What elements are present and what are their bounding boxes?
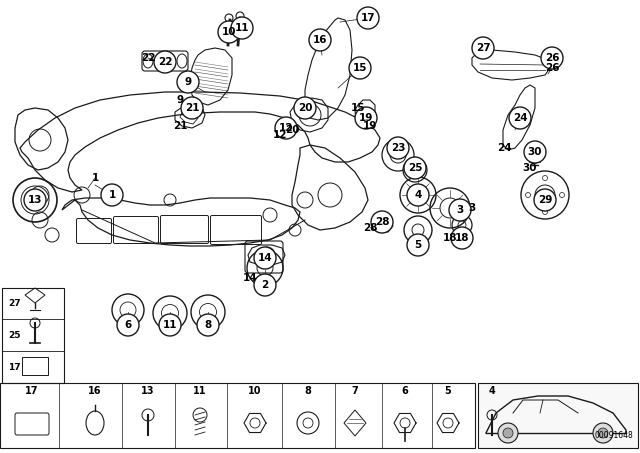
Text: 16: 16 xyxy=(88,386,102,396)
Circle shape xyxy=(404,157,426,179)
Circle shape xyxy=(541,47,563,69)
Circle shape xyxy=(254,274,276,296)
Text: 17: 17 xyxy=(25,386,39,396)
Text: 12: 12 xyxy=(273,130,287,140)
Text: 18: 18 xyxy=(443,233,457,243)
Text: 19: 19 xyxy=(359,113,373,123)
Text: 11: 11 xyxy=(163,320,177,330)
Circle shape xyxy=(355,107,377,129)
Circle shape xyxy=(197,314,219,336)
Text: 21: 21 xyxy=(185,103,199,113)
Circle shape xyxy=(598,428,608,438)
Text: 1: 1 xyxy=(92,173,99,183)
Text: 30: 30 xyxy=(528,147,542,157)
Text: 5: 5 xyxy=(414,240,422,250)
Text: 26: 26 xyxy=(545,53,559,63)
Bar xyxy=(22,357,48,375)
Text: 21: 21 xyxy=(173,121,188,131)
Text: 8: 8 xyxy=(204,320,212,330)
Text: 17: 17 xyxy=(361,13,375,23)
Circle shape xyxy=(117,314,139,336)
Text: 11: 11 xyxy=(193,386,207,396)
Text: 16: 16 xyxy=(313,35,327,45)
Text: 14: 14 xyxy=(258,253,272,263)
Text: 9: 9 xyxy=(184,77,191,87)
Circle shape xyxy=(154,51,176,73)
Circle shape xyxy=(101,184,123,206)
Circle shape xyxy=(451,227,473,249)
Text: 28: 28 xyxy=(375,217,389,227)
Text: 2: 2 xyxy=(261,280,269,290)
Text: 6: 6 xyxy=(402,386,408,396)
Circle shape xyxy=(524,141,546,163)
Circle shape xyxy=(449,199,471,221)
Text: 24: 24 xyxy=(513,113,527,123)
Text: 19: 19 xyxy=(363,121,377,131)
Bar xyxy=(478,383,638,448)
Circle shape xyxy=(349,57,371,79)
Text: 9: 9 xyxy=(177,95,184,105)
Circle shape xyxy=(407,184,429,206)
Circle shape xyxy=(218,21,240,43)
Circle shape xyxy=(534,189,556,211)
Text: 22: 22 xyxy=(141,53,156,63)
Text: 26: 26 xyxy=(545,63,559,73)
Circle shape xyxy=(509,107,531,129)
Circle shape xyxy=(593,423,613,443)
Text: 24: 24 xyxy=(497,143,511,153)
Text: 15: 15 xyxy=(351,103,365,113)
Text: 13: 13 xyxy=(28,195,42,205)
Text: 00091648: 00091648 xyxy=(595,431,633,440)
Circle shape xyxy=(407,234,429,256)
Text: 8: 8 xyxy=(305,386,312,396)
Text: 27: 27 xyxy=(8,299,20,308)
Circle shape xyxy=(371,211,393,233)
Text: 13: 13 xyxy=(141,386,155,396)
Text: 18: 18 xyxy=(455,233,469,243)
Text: 25: 25 xyxy=(8,331,20,339)
Text: 29: 29 xyxy=(538,195,552,205)
Circle shape xyxy=(503,428,513,438)
Text: 4: 4 xyxy=(414,190,422,200)
Circle shape xyxy=(159,314,181,336)
Text: 10: 10 xyxy=(221,27,236,37)
Circle shape xyxy=(181,97,203,119)
Circle shape xyxy=(309,29,331,51)
Text: 6: 6 xyxy=(124,320,132,330)
Text: 27: 27 xyxy=(476,43,490,53)
Text: 3: 3 xyxy=(456,205,463,215)
Circle shape xyxy=(254,247,276,269)
Text: 20: 20 xyxy=(285,125,300,135)
Text: 23: 23 xyxy=(391,143,405,153)
Circle shape xyxy=(387,137,409,159)
Text: 1: 1 xyxy=(108,190,116,200)
Text: 25: 25 xyxy=(408,163,422,173)
Text: 3: 3 xyxy=(468,203,476,213)
Text: 15: 15 xyxy=(353,63,367,73)
Text: 12: 12 xyxy=(279,123,293,133)
Text: 10: 10 xyxy=(248,386,262,396)
Circle shape xyxy=(357,7,379,29)
Text: 28: 28 xyxy=(363,223,377,233)
Circle shape xyxy=(472,37,494,59)
Circle shape xyxy=(275,117,297,139)
Text: 4: 4 xyxy=(488,386,495,396)
Text: 17: 17 xyxy=(8,362,20,371)
Text: 11: 11 xyxy=(235,23,249,33)
Text: 14: 14 xyxy=(243,273,257,283)
Circle shape xyxy=(498,423,518,443)
Text: 30: 30 xyxy=(523,163,537,173)
Bar xyxy=(0,383,475,448)
Circle shape xyxy=(24,189,46,211)
Circle shape xyxy=(231,17,253,39)
Text: 20: 20 xyxy=(298,103,312,113)
Text: 5: 5 xyxy=(445,386,451,396)
Circle shape xyxy=(294,97,316,119)
Circle shape xyxy=(177,71,199,93)
Text: 7: 7 xyxy=(351,386,358,396)
Text: 22: 22 xyxy=(157,57,172,67)
Bar xyxy=(2,288,64,383)
